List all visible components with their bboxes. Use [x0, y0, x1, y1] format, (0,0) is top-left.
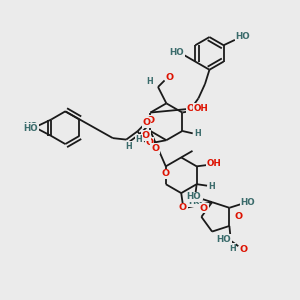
Text: OH: OH [194, 104, 208, 113]
Text: O: O [178, 203, 187, 212]
Text: O: O [145, 138, 154, 147]
Text: H: H [209, 182, 215, 191]
Text: HO: HO [236, 32, 250, 41]
Text: HO: HO [188, 197, 203, 206]
Text: O: O [234, 212, 242, 221]
Text: O: O [162, 169, 170, 178]
Text: HO: HO [23, 122, 38, 130]
Text: H: H [229, 244, 236, 253]
Text: OH: OH [207, 160, 222, 169]
Text: O: O [187, 104, 195, 113]
Text: O: O [146, 116, 154, 125]
Text: HO: HO [169, 48, 184, 57]
Text: O: O [142, 131, 150, 140]
Text: H: H [194, 129, 201, 138]
Text: O: O [151, 144, 159, 153]
Text: H: H [136, 135, 142, 144]
Text: O: O [239, 244, 247, 253]
Text: HO: HO [23, 124, 38, 133]
Text: H: H [146, 77, 153, 86]
Text: O: O [142, 118, 151, 127]
Text: HO: HO [240, 198, 255, 207]
Text: HO: HO [216, 235, 231, 244]
Text: H: H [125, 142, 132, 151]
Text: O: O [200, 203, 208, 212]
Text: HO: HO [186, 192, 201, 201]
Text: O: O [166, 73, 174, 82]
